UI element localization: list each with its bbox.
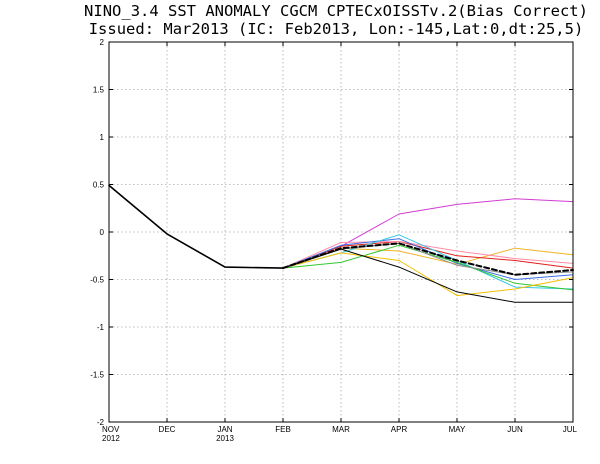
x-tick-year-label: 2013 bbox=[216, 434, 234, 443]
y-tick-labels: -2 -1.5 -1 -0.5 0 0.5 1 1.5 2 bbox=[90, 38, 104, 427]
y-tick-label: -2 bbox=[97, 418, 105, 427]
series-line-member-blue bbox=[282, 238, 574, 280]
x-tick-year-label: 2012 bbox=[102, 434, 120, 443]
x-tick-label: DEC bbox=[159, 425, 176, 434]
y-tick-label: -1 bbox=[97, 323, 105, 332]
y-tick-label: -0.5 bbox=[90, 276, 104, 285]
series-line-observed bbox=[108, 184, 284, 269]
series-line-member-yellow bbox=[282, 252, 574, 297]
x-tick-label: JAN bbox=[217, 425, 232, 434]
y-tick-label: 0 bbox=[100, 228, 105, 237]
x-tick-label: JUL bbox=[563, 425, 578, 434]
y-tick-label: 2 bbox=[100, 38, 105, 47]
x-tick-label: JUN bbox=[507, 425, 523, 434]
series-line-member-pink bbox=[282, 241, 574, 269]
series-line-ensemble-mean bbox=[282, 242, 574, 276]
y-tick-label: 1.5 bbox=[93, 86, 105, 95]
y-tick-label: 1 bbox=[100, 133, 105, 142]
chart-title: NINO_3.4 SST ANOMALY CGCM CPTECxOISSTv.2… bbox=[84, 2, 588, 20]
x-tick-label: FEB bbox=[275, 425, 291, 434]
grid-lines bbox=[109, 42, 573, 422]
x-tick-label: NOV bbox=[102, 425, 120, 434]
x-tick-label: MAR bbox=[332, 425, 350, 434]
x-tick-label: MAY bbox=[449, 425, 466, 434]
chart-subtitle: Issued: Mar2013 (IC: Feb2013, Lon:-145,L… bbox=[89, 20, 584, 38]
plot-series bbox=[108, 184, 574, 303]
x-tick-label: APR bbox=[391, 425, 408, 434]
y-tick-label: 0.5 bbox=[93, 181, 105, 190]
series-line-member-red bbox=[282, 241, 574, 269]
y-tick-label: -1.5 bbox=[90, 371, 104, 380]
plot-frame bbox=[108, 41, 574, 423]
